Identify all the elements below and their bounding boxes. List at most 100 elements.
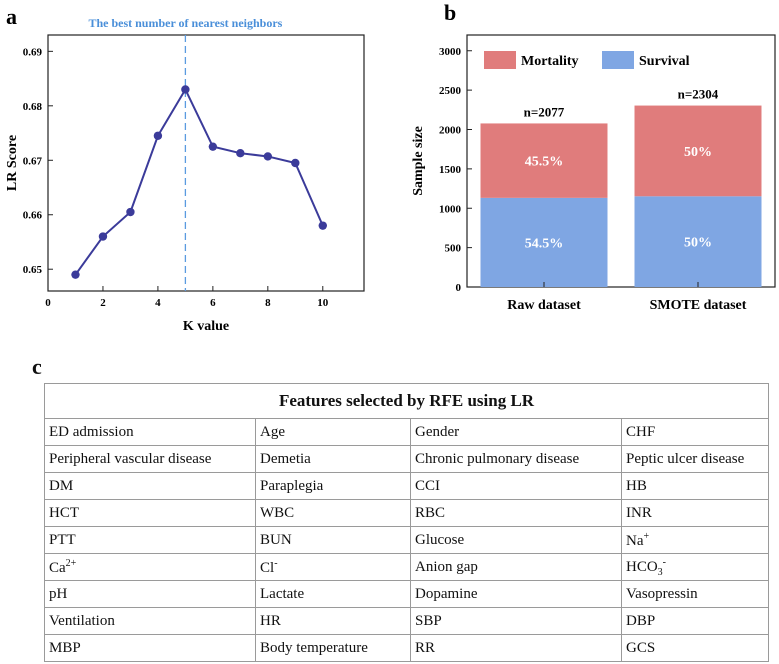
sample-size-bar-chart: 0 500 1000 1500 2000 2500 3000 54.5% 45.5% n=207… (411, 34, 776, 313)
table-cell: Demetia (255, 445, 411, 473)
y-tick-label-b: 500 (445, 243, 462, 255)
y-axis-title-b: Sample size (411, 126, 426, 196)
table-cell: INR (620, 499, 770, 527)
table-row: Ventilation HR SBP DBP (44, 607, 770, 635)
table-cell: Age (255, 418, 411, 446)
data-point-k7 (236, 148, 245, 158)
y-tick-label-b: 2000 (439, 125, 462, 137)
table-cell: Cl- (255, 553, 411, 581)
plot-frame-b (466, 34, 776, 288)
table-row: PTT BUN Glucose Na+ (44, 526, 770, 554)
table-cell: WBC (255, 499, 411, 527)
panel-b-letter: b (444, 0, 456, 25)
table-cell: Lactate (255, 580, 411, 608)
table-cell: Ventilation (44, 607, 256, 635)
y-tick-label-a: 0.69 (23, 46, 43, 58)
table-body: ED admission Age Gender CHF Peripheral vascu… (44, 418, 770, 662)
x-tick-label-a: 2 (100, 297, 106, 309)
table-cell: CCI (410, 472, 622, 500)
table-cell: Ca2+ (44, 553, 256, 581)
table-cell: Na+ (620, 526, 770, 554)
plot-frame-a (47, 34, 365, 292)
data-point-k8 (263, 152, 273, 161)
legend-label-mortality: Mortality (521, 54, 579, 69)
table-row: HCT WBC RBC INR (44, 499, 770, 527)
table-row: Ca2+ Cl- Anion gap HCO3- (44, 553, 770, 581)
table-cell: Gender (410, 418, 622, 446)
table-cell: DBP (620, 607, 770, 635)
data-point-k3 (126, 207, 135, 217)
legend-swatch-survival (602, 51, 634, 69)
table-cell: Anion gap (410, 553, 622, 581)
bar-survival-1 (480, 197, 608, 287)
table-cell: ED admission (44, 418, 256, 446)
table-cell: GCS (620, 634, 770, 662)
bar-total-1: n=2077 (524, 104, 565, 119)
table-row: DM Paraplegia CCI HB (44, 472, 770, 500)
table-cell: RBC (410, 499, 622, 527)
data-point-k6 (208, 142, 218, 151)
table-row: MBP Body temperature RR GCS (44, 634, 770, 662)
data-point-k10 (318, 221, 327, 230)
x-tick-label-b: Raw dataset (507, 298, 581, 313)
table-cell: PTT (44, 526, 256, 554)
x-tick-label-b: SMOTE dataset (650, 298, 747, 313)
panel-a-letter: a (6, 4, 17, 29)
bar-label-mortality-2: 50% (684, 145, 712, 160)
table-cell: SBP (410, 607, 622, 635)
bar-survival-2 (634, 196, 762, 287)
bar-total-2: n=2304 (678, 87, 719, 102)
legend-swatch-mortality (484, 51, 516, 69)
bar-label-survival-1: 54.5% (525, 236, 564, 251)
y-tick-label-b: 2500 (439, 85, 462, 97)
table-cell: Body temperature (255, 634, 411, 662)
table-cell: HR (255, 607, 411, 635)
y-tick-label-b: 3000 (439, 46, 462, 58)
table-cell: HCT (44, 499, 256, 527)
x-tick-label-a: 8 (265, 297, 271, 309)
table-cell: Chronic pulmonary disease (410, 445, 622, 473)
table-cell: HCO3- (620, 553, 770, 581)
table-cell: Peptic ulcer disease (620, 445, 770, 473)
table-cell: BUN (255, 526, 411, 554)
table-cell: MBP (44, 634, 256, 662)
bar-label-survival-2: 50% (684, 236, 712, 251)
bar-mortality-1 (480, 123, 608, 198)
x-tick-label-a: 0 (45, 297, 51, 309)
legend-label-survival: Survival (639, 54, 690, 69)
x-tick-label-a: 10 (317, 297, 329, 309)
table-cell: RR (410, 634, 622, 662)
table-cell: Peripheral vascular disease (44, 445, 256, 473)
features-table: Features selected by RFE using LR ED adm… (43, 383, 770, 662)
y-tick-label-b: 0 (456, 282, 462, 294)
y-tick-label-a: 0.65 (23, 264, 43, 276)
table-title: Features selected by RFE using LR (43, 383, 770, 419)
bar-label-mortality-1: 45.5% (525, 155, 564, 170)
table-cell: pH (44, 580, 256, 608)
best-k-annotation: The best number of nearest neighbors (88, 16, 282, 30)
table-row: Peripheral vascular disease Demetia Chroni… (44, 445, 770, 473)
bar-mortality-2 (634, 105, 762, 197)
lr-score-line (74, 87, 324, 276)
y-tick-label-a: 0.67 (23, 155, 43, 167)
x-tick-label-a: 4 (155, 297, 161, 309)
y-tick-label-a: 0.68 (23, 101, 43, 113)
table-cell: Dopamine (410, 580, 622, 608)
y-tick-label-a: 0.66 (23, 210, 43, 222)
panel-c-letter: c (32, 354, 42, 379)
knn-line-chart: The best number of nearest neighbors 0.6… (5, 16, 365, 334)
table-cell: Paraplegia (255, 472, 411, 500)
table-cell: DM (44, 472, 256, 500)
data-point-k2 (98, 232, 108, 241)
data-point-k5 (181, 85, 190, 94)
table-cell: CHF (620, 418, 770, 446)
x-axis-title-a: K value (183, 319, 229, 334)
data-point-k4 (153, 131, 163, 140)
table-cell: HB (620, 472, 770, 500)
table-row: pH Lactate Dopamine Vasopressin (44, 580, 770, 608)
data-point-k1 (71, 270, 80, 279)
x-tick-label-a: 6 (210, 297, 216, 309)
y-axis-title-a: LR Score (5, 135, 20, 191)
data-point-k9 (291, 158, 300, 168)
